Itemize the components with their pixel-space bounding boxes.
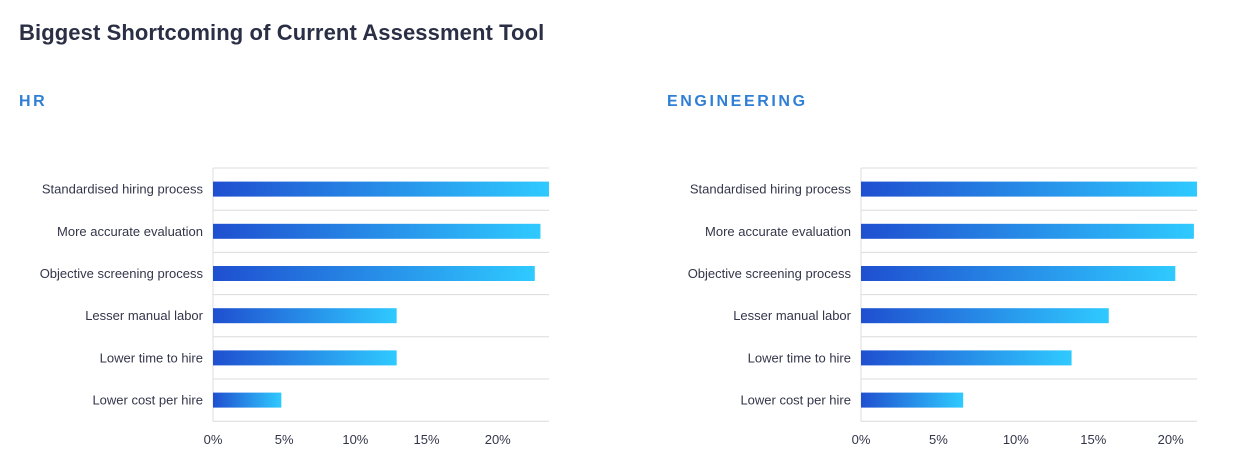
bar-engineering-1 [861, 181, 1197, 197]
category-label: Objective screening process [40, 266, 204, 281]
chart-panel-engineering: ENGINEERING Standardised hiring process M… [648, 0, 1259, 472]
category-label: Lower cost per hire [92, 393, 203, 408]
category-label: Standardised hiring process [690, 182, 852, 197]
bar-hr-6 [213, 392, 282, 408]
x-tick-label: 5% [929, 432, 948, 447]
x-tick-label: 15% [414, 432, 440, 447]
bar-chart-hr: Standardised hiring process More accurate… [40, 167, 549, 447]
chart-panel-hr: HR Standardised hiring process More accur… [0, 0, 620, 472]
bar-engineering-6 [861, 392, 964, 408]
x-tick-label: 10% [1003, 432, 1029, 447]
category-label: Lesser manual labor [733, 308, 851, 323]
bar-engineering-5 [861, 350, 1072, 366]
x-tick-label: 20% [485, 432, 511, 447]
bar-engineering-4 [861, 308, 1109, 324]
bar-hr-3 [213, 266, 535, 281]
bar-chart-engineering: Standardised hiring process More accurate… [688, 167, 1197, 447]
category-label: Objective screening process [688, 266, 852, 281]
category-label: More accurate evaluation [705, 224, 851, 239]
category-label: Lesser manual labor [85, 308, 203, 323]
chart-heading-engineering: ENGINEERING [667, 93, 808, 110]
x-tick-label: 0% [852, 432, 871, 447]
x-tick-label: 20% [1158, 432, 1184, 447]
bar-hr-2 [213, 223, 541, 239]
page-title: Biggest Shortcoming of Current Assessmen… [19, 20, 545, 45]
bar-hr-5 [213, 350, 397, 366]
category-label: Lower time to hire [100, 350, 203, 365]
x-tick-label: 15% [1080, 432, 1106, 447]
category-label: Lower cost per hire [740, 393, 851, 408]
x-tick-label: 5% [275, 432, 294, 447]
bar-hr-1 [213, 181, 549, 197]
bar-engineering-3 [861, 266, 1176, 281]
bar-hr-4 [213, 308, 397, 324]
x-tick-label: 10% [342, 432, 368, 447]
x-tick-label: 0% [204, 432, 223, 447]
category-label: More accurate evaluation [57, 224, 203, 239]
bar-engineering-2 [861, 223, 1194, 239]
category-label: Lower time to hire [748, 350, 851, 365]
category-label: Standardised hiring process [42, 182, 204, 197]
chart-heading-hr: HR [19, 93, 48, 110]
